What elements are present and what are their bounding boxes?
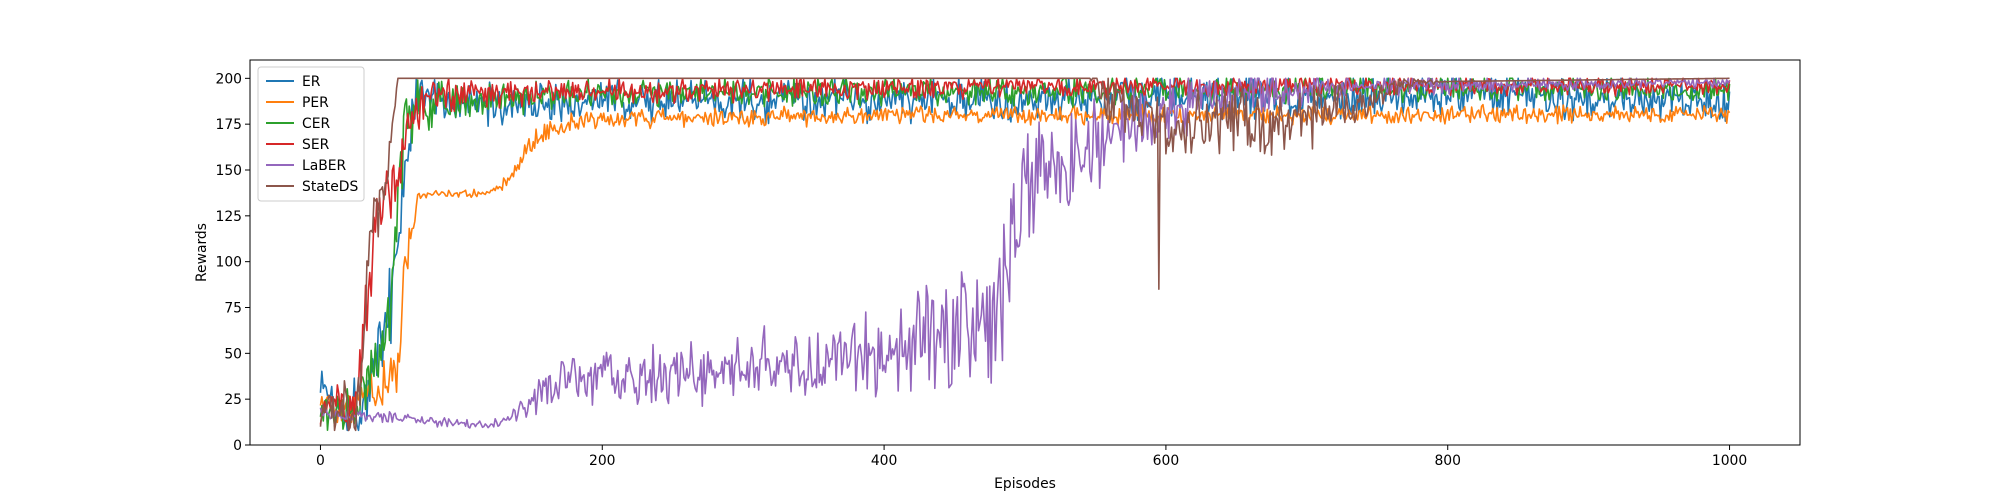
legend-label: PER [302,95,329,111]
y-tick-label: 25 [224,392,242,408]
legend-label: CER [302,116,330,132]
series-line-stateds [319,77,1730,432]
series-layer [319,77,1731,432]
x-axis-ticks: 0 200 400 600 800 1000 [316,445,1747,469]
series-line-per [319,103,1731,424]
legend-label: LaBER [302,158,347,174]
legend-label: SER [302,137,330,153]
x-axis-label: Episodes [994,476,1056,492]
series-line-ser [319,77,1731,432]
y-tick-label: 100 [215,255,242,271]
x-tick-label: 800 [1434,453,1461,469]
y-axis-label: Rewards [194,223,210,282]
legend-box [257,66,365,202]
x-tick-label: 400 [871,453,898,469]
x-tick-label: 1000 [1712,453,1747,469]
legend-label: ER [302,74,321,90]
plot-frame [249,59,1801,446]
y-tick-label: 175 [215,117,242,133]
legend-label: StateDS [302,179,358,195]
y-axis-ticks: 0 25 50 75 100 125 150 175 200 [215,71,250,454]
y-tick-label: 150 [215,163,242,179]
y-tick-label: 50 [224,346,242,362]
y-tick-label: 0 [233,438,242,454]
y-tick-label: 75 [224,301,242,317]
x-tick-label: 600 [1153,453,1180,469]
x-tick-label: 0 [316,453,325,469]
y-tick-label: 200 [215,71,242,87]
x-tick-label: 200 [589,453,616,469]
legend: ER PER CER SER LaBER StateDS [257,66,365,202]
y-tick-label: 125 [215,209,242,225]
